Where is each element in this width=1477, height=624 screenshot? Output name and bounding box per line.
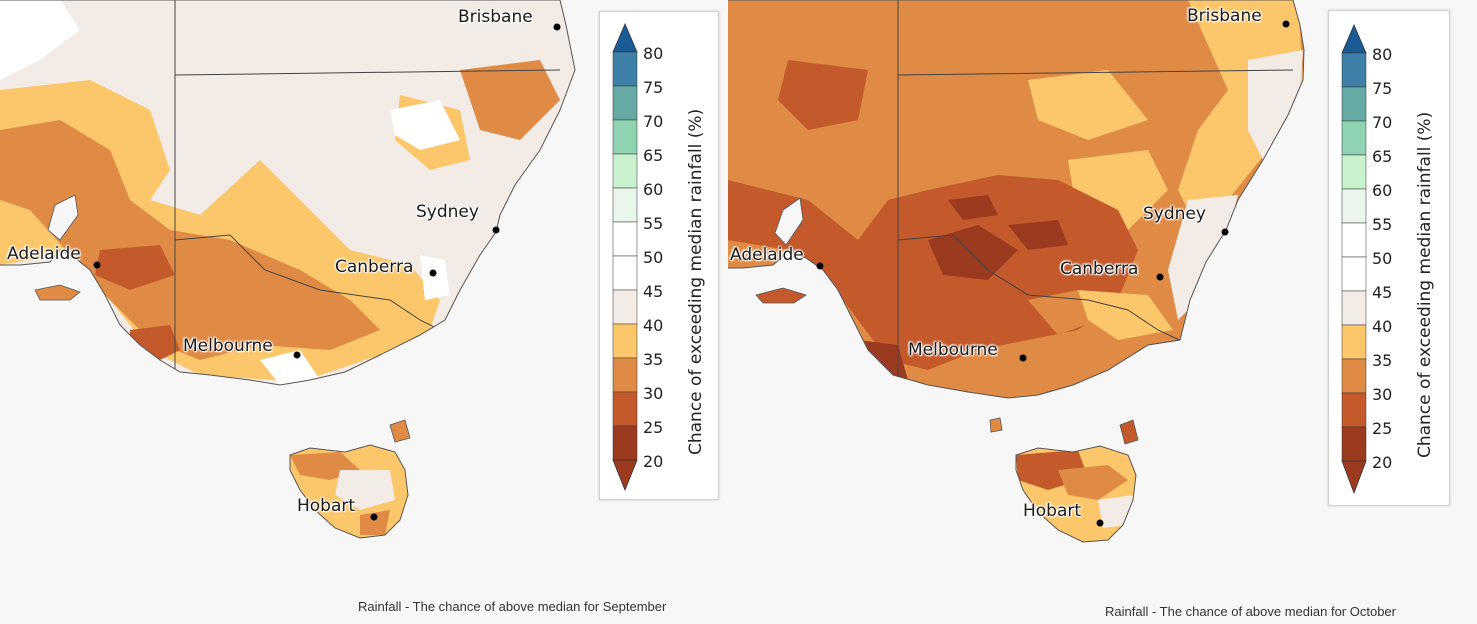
legend-tick-50: 50 bbox=[1372, 249, 1392, 268]
legend-tick-20: 20 bbox=[1372, 453, 1392, 472]
legend-colorbar: 80 75 70 65 60 55 50 45 40 35 30 25 20 bbox=[612, 22, 663, 492]
legend-tick-70: 70 bbox=[643, 112, 663, 131]
legend-tick-60: 60 bbox=[643, 180, 663, 199]
legend-tick-75: 75 bbox=[643, 78, 663, 97]
city-label-adelaide: Adelaide bbox=[7, 244, 81, 264]
city-label-sydney: Sydney bbox=[416, 202, 479, 222]
legend-tick-65: 65 bbox=[643, 146, 663, 165]
legend-tick-70: 70 bbox=[1372, 113, 1392, 132]
city-label-hobart: Hobart bbox=[297, 496, 356, 516]
legend-tick-50: 50 bbox=[643, 248, 663, 267]
rainfall-legend: 80 75 70 65 60 55 50 45 40 35 30 25 20 C… bbox=[1328, 10, 1450, 506]
legend-title: Chance of exceeding median rainfall (%) bbox=[1415, 111, 1435, 458]
city-label-adelaide: Adelaide bbox=[730, 245, 804, 265]
legend-tick-80: 80 bbox=[1372, 45, 1392, 64]
legend-tick-30: 30 bbox=[643, 384, 663, 403]
legend-tick-35: 35 bbox=[1372, 351, 1392, 370]
legend-title: Chance of exceeding median rainfall (%) bbox=[686, 108, 706, 455]
city-label-hobart: Hobart bbox=[1023, 501, 1082, 521]
legend-tick-55: 55 bbox=[643, 214, 663, 233]
legend-tick-25: 25 bbox=[643, 418, 663, 437]
october-map-panel: Brisbane Sydney Canberra Adelaide Melbou… bbox=[728, 0, 1477, 624]
city-label-melbourne: Melbourne bbox=[908, 340, 998, 360]
map-caption-october: Rainfall - The chance of above median fo… bbox=[1105, 604, 1396, 619]
legend-tick-45: 45 bbox=[1372, 283, 1392, 302]
legend-tick-40: 40 bbox=[1372, 317, 1392, 336]
city-label-melbourne: Melbourne bbox=[183, 336, 273, 356]
legend-tick-65: 65 bbox=[1372, 147, 1392, 166]
legend-tick-35: 35 bbox=[643, 350, 663, 369]
legend-tick-60: 60 bbox=[1372, 181, 1392, 200]
map-caption-september: Rainfall - The chance of above median fo… bbox=[358, 599, 667, 614]
legend-tick-25: 25 bbox=[1372, 419, 1392, 438]
legend-tick-80: 80 bbox=[643, 44, 663, 63]
legend-tick-55: 55 bbox=[1372, 215, 1392, 234]
city-label-brisbane: Brisbane bbox=[1187, 6, 1262, 26]
legend-tick-20: 20 bbox=[643, 452, 663, 471]
city-label-canberra: Canberra bbox=[335, 257, 414, 277]
legend-colorbar: 80 75 70 65 60 55 50 45 40 35 30 25 20 bbox=[1341, 23, 1392, 495]
legend-tick-75: 75 bbox=[1372, 79, 1392, 98]
rainfall-legend: 80 75 70 65 60 55 50 45 40 35 30 25 20 C… bbox=[599, 11, 719, 500]
legend-tick-45: 45 bbox=[643, 282, 663, 301]
city-label-brisbane: Brisbane bbox=[458, 7, 533, 27]
september-map-panel: Brisbane Sydney Canberra Adelaide Melbou… bbox=[0, 0, 728, 624]
city-label-canberra: Canberra bbox=[1060, 259, 1139, 279]
city-label-sydney: Sydney bbox=[1143, 204, 1206, 224]
legend-tick-40: 40 bbox=[643, 316, 663, 335]
legend-tick-30: 30 bbox=[1372, 385, 1392, 404]
